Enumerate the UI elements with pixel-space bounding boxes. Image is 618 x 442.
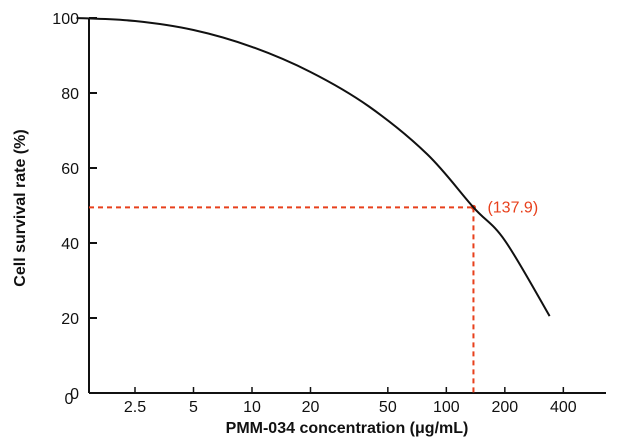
series-group — [76, 17, 551, 317]
survival-curve — [76, 17, 551, 317]
x-tick-label: 2.5 — [124, 399, 146, 416]
axes — [88, 18, 606, 394]
x-ticks: 0 2.5 5 10 20 50 100 200 400 — [65, 387, 577, 416]
y-tick-label: 0 — [70, 386, 79, 403]
y-tick-label: 40 — [61, 236, 79, 253]
y-tick-label: 80 — [61, 86, 79, 103]
y-tick-label: 20 — [61, 311, 79, 328]
x-tick-label: 5 — [189, 399, 198, 416]
x-origin-label: 0 — [65, 391, 74, 408]
y-tick-label: 60 — [61, 161, 79, 178]
x-tick-label: 200 — [491, 399, 518, 416]
x-tick-label: 400 — [550, 399, 577, 416]
y-tick-label: 100 — [52, 11, 79, 28]
x-tick-label: 100 — [433, 399, 460, 416]
x-axis-title: PMM-034 concentration (μg/mL) — [226, 420, 469, 437]
annotation: (137.9) — [89, 199, 538, 393]
ic50-label: (137.9) — [487, 199, 538, 216]
x-tick-label: 50 — [379, 399, 397, 416]
y-axis-title: Cell survival rate (%) — [12, 129, 29, 286]
x-tick-label: 10 — [243, 399, 261, 416]
x-tick-label: 20 — [302, 399, 320, 416]
y-ticks: 0 20 40 60 80 100 — [52, 11, 97, 403]
